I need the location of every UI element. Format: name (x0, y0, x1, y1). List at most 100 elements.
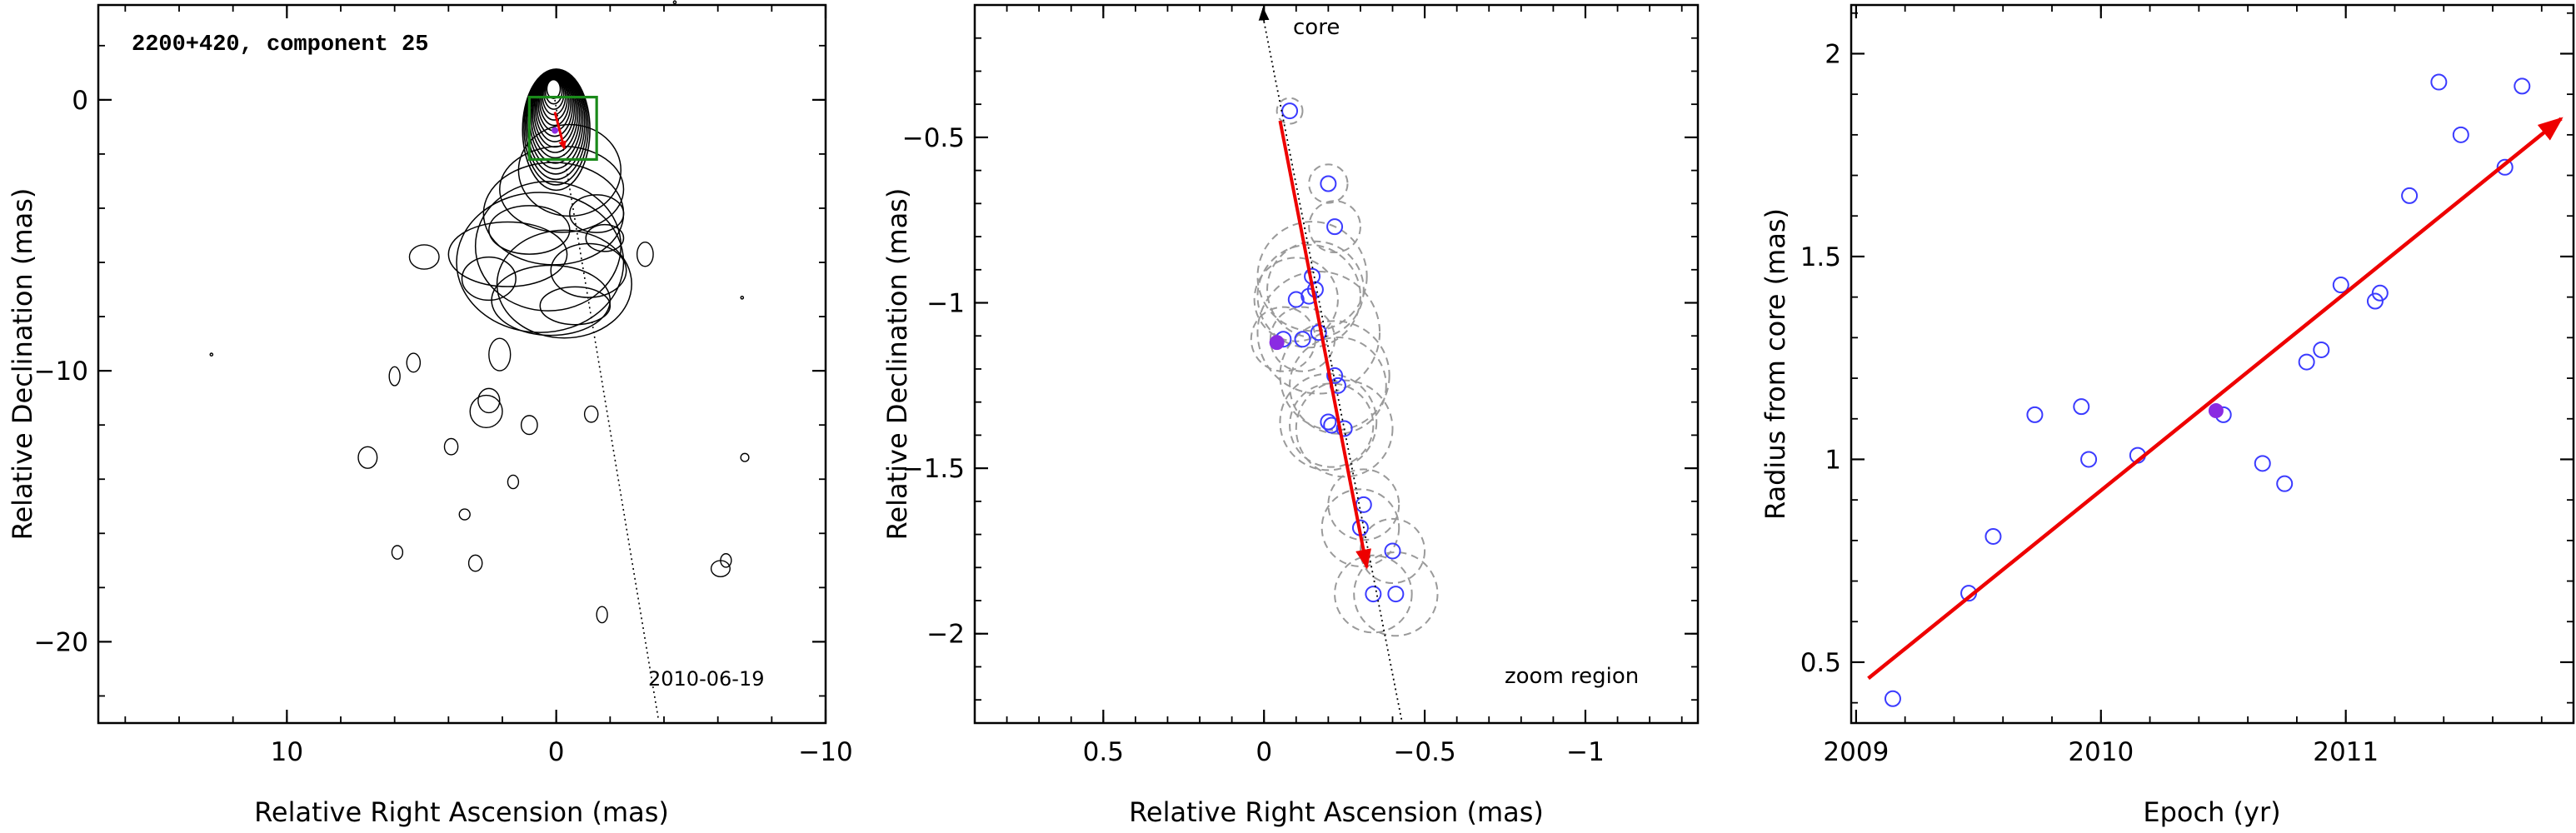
x-tick-label: −1 (1566, 737, 1605, 767)
x-axis-label: Relative Right Ascension (mas) (1129, 796, 1544, 828)
contour-level (583, 405, 599, 423)
component-size-circle (1256, 270, 1381, 395)
component-size-circle (1308, 163, 1349, 204)
y-tick-label: −1.5 (902, 454, 965, 484)
y-axis-label: Radius from core (mas) (1760, 208, 1791, 520)
zoom-region-label: zoom region (1505, 664, 1639, 689)
component-size-circles (1250, 97, 1439, 637)
data-point (2401, 187, 2419, 204)
data-point (1365, 586, 1382, 603)
current-epoch-point (2208, 403, 2224, 419)
data-point (1384, 542, 1401, 560)
data-point (1294, 331, 1311, 348)
contour-level (488, 337, 512, 372)
component-size-circle (1359, 517, 1426, 585)
contour-level (543, 77, 565, 110)
contour-level (507, 474, 520, 490)
contour-level (585, 223, 625, 252)
data-point (2366, 292, 2384, 310)
x-tick-label: 2010 (2068, 737, 2134, 767)
contour-level (447, 221, 568, 287)
panel-title: 2200+420, component 25 (132, 32, 428, 57)
axis-ticks: 2009 2010 2011 0.5 1 1.5 2 (1800, 5, 2574, 767)
component-size-circle (1266, 240, 1365, 339)
contour-level (477, 387, 501, 414)
motion-vector (553, 112, 567, 150)
radius-epoch-panel: 2009 2010 2011 0.5 1 1.5 2 Epoch (yr) Radius f… (1760, 3, 2575, 828)
y-tick-label: −2 (926, 620, 965, 650)
data-point (1335, 420, 1353, 437)
y-tick-label: −20 (34, 627, 88, 657)
component-size-circle (1279, 320, 1390, 431)
data-point (2332, 277, 2349, 294)
data-point (1320, 413, 1337, 431)
contour-level (488, 205, 571, 255)
contour-level (408, 244, 440, 270)
component-size-circle (1327, 468, 1400, 541)
y-tick-label: −10 (34, 357, 88, 387)
plot-frame (97, 3, 827, 725)
contour-level (209, 352, 214, 357)
contour-level (636, 242, 654, 267)
data-point (2073, 398, 2090, 416)
component-size-circle (1256, 243, 1361, 349)
contour-panel: 10 0 −10 0 −10 −20 2200+420, component 25 201… (7, 0, 853, 828)
data-point (1281, 102, 1299, 120)
contour-level (596, 606, 608, 624)
radius-points (1884, 73, 2531, 707)
epoch-annotation: 2010-06-19 (648, 667, 764, 691)
data-point (1326, 367, 1344, 384)
data-point (1884, 690, 1901, 707)
data-point (2313, 341, 2330, 358)
data-point (2452, 126, 2469, 143)
component-size-circle (1256, 221, 1368, 332)
x-tick-label: 0 (548, 737, 565, 767)
component-size-circle (1320, 488, 1400, 567)
contour-level (469, 394, 503, 429)
y-axis-label: Relative Declination (mas) (881, 188, 913, 541)
axis-ticks: 0.5 0 −0.5 −1 −0.5 −1 −1.5 −2 (902, 5, 1698, 767)
contour-level (456, 192, 625, 333)
contour-level (740, 295, 745, 300)
data-point (2371, 284, 2389, 302)
current-epoch-point (1269, 335, 1285, 351)
y-tick-label: 0.5 (1800, 648, 1841, 678)
y-tick-label: 1 (1825, 445, 1841, 475)
plot-frame (973, 3, 1700, 725)
component-marker (552, 127, 559, 134)
contour-level (569, 194, 625, 233)
zoom-panel: 0.5 0 −0.5 −1−0.5−1−1.5−2 core zoom region … (881, 3, 1700, 828)
axis-ticks: 10 0 −10 0 −10 −20 (34, 5, 853, 767)
motion-vector (1278, 120, 1371, 570)
contour-level (391, 545, 404, 560)
data-point (2080, 451, 2098, 468)
y-tick-label: 1.5 (1800, 242, 1841, 272)
contour-level (467, 554, 483, 572)
x-tick-label: −0.5 (1393, 737, 1455, 767)
data-point (2496, 158, 2514, 176)
y-axis-label: Relative Declination (mas) (7, 188, 38, 541)
contour-level (522, 68, 591, 192)
contour-level (517, 123, 622, 217)
contour-level (496, 229, 632, 339)
data-point (2254, 455, 2271, 472)
contour-level (720, 553, 732, 568)
contour-level (546, 78, 562, 99)
data-point (2430, 73, 2448, 91)
data-point (1387, 586, 1405, 603)
contour-level (520, 415, 538, 436)
component-size-circle (1353, 551, 1439, 637)
component-size-circle (1279, 372, 1378, 471)
component-size-circle (1276, 97, 1304, 125)
x-axis-label: Relative Right Ascension (mas) (254, 796, 669, 828)
radio-contour-map (209, 0, 750, 624)
data-point (1287, 291, 1305, 308)
contour-level (357, 446, 378, 469)
zoom-box (527, 95, 598, 162)
y-tick-label: −1 (926, 289, 965, 319)
data-point (1320, 175, 1337, 192)
y-tick-label: 2 (1825, 39, 1841, 69)
y-tick-label: 0 (72, 86, 88, 116)
data-point (1326, 218, 1344, 236)
